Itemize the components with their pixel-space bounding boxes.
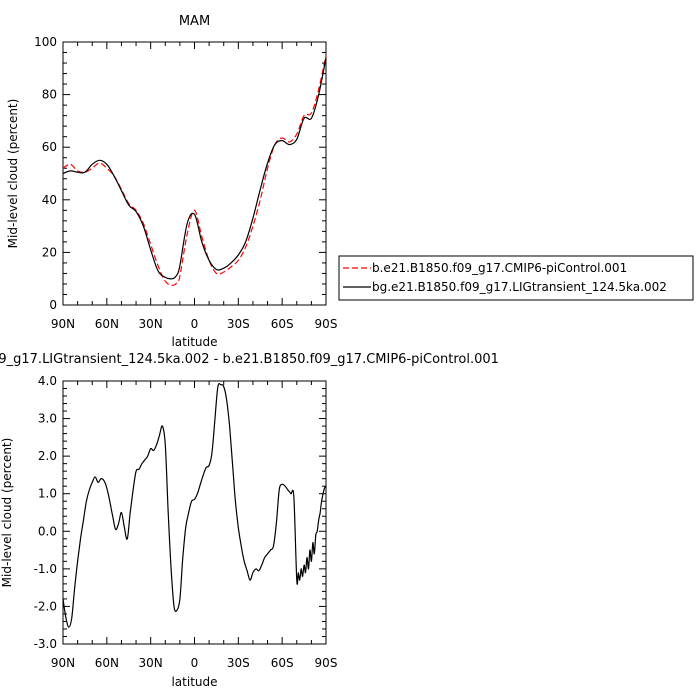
legend-entry: b.e21.B1850.f09_g17.CMIP6-piControl.001	[372, 261, 627, 275]
y-tick-label: 80	[42, 88, 57, 102]
chart-title: bg.e21.B1850.f09_g17.LIGtransient_124.5k…	[0, 352, 499, 367]
y-tick-label: 40	[42, 193, 57, 207]
x-tick-label: 60N	[95, 656, 119, 670]
series-line-0	[62, 55, 327, 286]
x-tick-label: 30N	[139, 317, 163, 331]
y-tick-label: 60	[42, 140, 57, 154]
x-tick-label: 60S	[271, 317, 294, 331]
x-tick-label: 0	[191, 317, 199, 331]
x-axis-label: latitude	[171, 675, 217, 689]
x-tick-label: 60S	[271, 656, 294, 670]
x-tick-label: 30S	[227, 317, 250, 331]
y-tick-label: 3.0	[38, 412, 57, 426]
series-line-0	[62, 382, 327, 628]
y-axis-label: Mid-level cloud (percent)	[0, 438, 14, 588]
series-line-1	[62, 57, 327, 280]
x-tick-label: 90N	[51, 317, 75, 331]
y-tick-label: 2.0	[38, 449, 57, 463]
y-tick-label: -1.0	[34, 562, 57, 576]
y-tick-label: 0.0	[38, 524, 57, 538]
x-tick-label: 90S	[315, 317, 338, 331]
y-tick-label: 4.0	[38, 374, 57, 388]
legend-entry: bg.e21.B1850.f09_g17.LIGtransient_124.5k…	[372, 280, 667, 294]
y-tick-label: -3.0	[34, 637, 57, 651]
x-tick-label: 90N	[51, 656, 75, 670]
y-tick-label: 100	[34, 35, 57, 49]
x-tick-label: 0	[191, 656, 199, 670]
y-tick-label: -2.0	[34, 599, 57, 613]
y-tick-label: 1.0	[38, 487, 57, 501]
y-tick-label: 0	[49, 298, 57, 312]
x-tick-label: 60N	[95, 317, 119, 331]
y-axis-label: Mid-level cloud (percent)	[6, 99, 20, 249]
y-tick-label: 20	[42, 245, 57, 259]
chart-title: MAM	[179, 14, 210, 29]
x-axis-label: latitude	[171, 335, 217, 349]
x-tick-label: 30N	[139, 656, 163, 670]
legend-box	[338, 255, 694, 301]
x-tick-label: 90S	[315, 656, 338, 670]
x-tick-label: 30S	[227, 656, 250, 670]
